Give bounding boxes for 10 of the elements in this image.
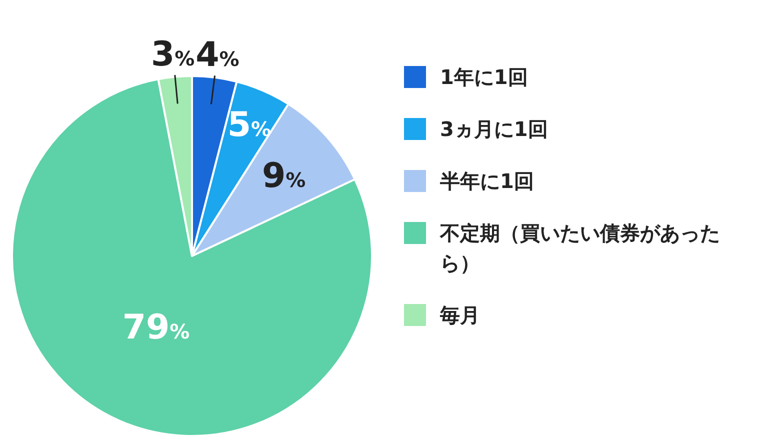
legend-label: 1年に1回: [440, 64, 528, 91]
legend-label: 毎月: [440, 302, 480, 329]
data-label: 3%: [151, 34, 195, 75]
legend-label: 不定期（買いたい債券があったら）: [440, 220, 721, 277]
legend-label: 3ヵ月に1回: [440, 116, 548, 143]
pie-slice: [11, 78, 373, 437]
data-label: 4%: [196, 35, 240, 76]
data-label: 9%: [262, 156, 306, 196]
data-label: 79%: [122, 308, 190, 348]
legend-label: 半年に1回: [440, 168, 534, 195]
